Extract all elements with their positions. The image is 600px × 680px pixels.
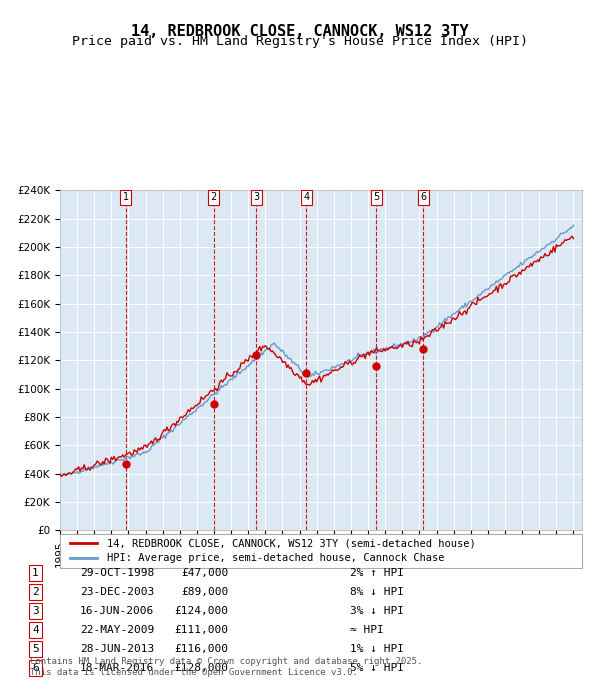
- Text: 2: 2: [211, 192, 217, 203]
- Text: 18-MAR-2016: 18-MAR-2016: [80, 663, 154, 673]
- Text: 8% ↓ HPI: 8% ↓ HPI: [350, 587, 404, 597]
- Text: 29-OCT-1998: 29-OCT-1998: [80, 568, 154, 578]
- Text: £128,000: £128,000: [175, 663, 229, 673]
- Text: £47,000: £47,000: [181, 568, 229, 578]
- Text: 3: 3: [253, 192, 259, 203]
- Text: 14, REDBROOK CLOSE, CANNOCK, WS12 3TY (semi-detached house): 14, REDBROOK CLOSE, CANNOCK, WS12 3TY (s…: [107, 539, 476, 548]
- Text: 16-JUN-2006: 16-JUN-2006: [80, 606, 154, 616]
- Text: 28-JUN-2013: 28-JUN-2013: [80, 644, 154, 654]
- Text: 5: 5: [373, 192, 380, 203]
- Text: 14, REDBROOK CLOSE, CANNOCK, WS12 3TY: 14, REDBROOK CLOSE, CANNOCK, WS12 3TY: [131, 24, 469, 39]
- Text: 6: 6: [420, 192, 426, 203]
- Text: 1% ↓ HPI: 1% ↓ HPI: [350, 644, 404, 654]
- Text: £111,000: £111,000: [175, 625, 229, 635]
- Text: Price paid vs. HM Land Registry's House Price Index (HPI): Price paid vs. HM Land Registry's House …: [72, 35, 528, 48]
- Text: 3% ↓ HPI: 3% ↓ HPI: [350, 606, 404, 616]
- Text: 2: 2: [32, 587, 39, 597]
- Text: 5: 5: [32, 644, 39, 654]
- Text: 3: 3: [32, 606, 39, 616]
- Text: HPI: Average price, semi-detached house, Cannock Chase: HPI: Average price, semi-detached house,…: [107, 554, 445, 563]
- Text: 23-DEC-2003: 23-DEC-2003: [80, 587, 154, 597]
- Text: 5% ↓ HPI: 5% ↓ HPI: [350, 663, 404, 673]
- Text: £124,000: £124,000: [175, 606, 229, 616]
- FancyBboxPatch shape: [60, 534, 582, 568]
- Text: ≈ HPI: ≈ HPI: [350, 625, 384, 635]
- Text: 2% ↑ HPI: 2% ↑ HPI: [350, 568, 404, 578]
- Text: 4: 4: [303, 192, 310, 203]
- Text: £89,000: £89,000: [181, 587, 229, 597]
- Text: 22-MAY-2009: 22-MAY-2009: [80, 625, 154, 635]
- Text: 4: 4: [32, 625, 39, 635]
- Text: 6: 6: [32, 663, 39, 673]
- Text: £116,000: £116,000: [175, 644, 229, 654]
- Text: 1: 1: [32, 568, 39, 578]
- Text: 1: 1: [122, 192, 128, 203]
- Text: Contains HM Land Registry data © Crown copyright and database right 2025.
This d: Contains HM Land Registry data © Crown c…: [30, 657, 422, 677]
